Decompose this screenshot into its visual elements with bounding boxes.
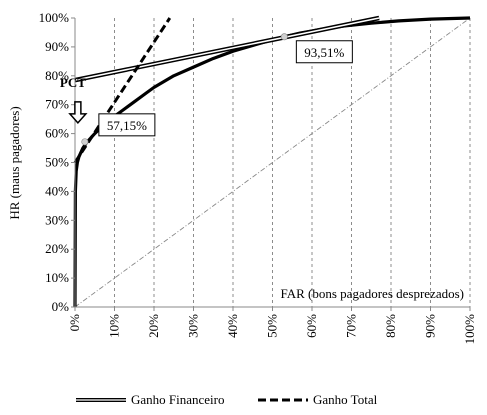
axes — [71, 17, 471, 311]
pcf-value-label: 93,51% — [304, 45, 344, 60]
x-tick-label: 20% — [146, 314, 161, 338]
legend-item-ganho-total: Ganho Total — [258, 392, 378, 407]
y-tick-label: 80% — [45, 68, 69, 83]
pct-value-label: 57,15% — [107, 118, 147, 133]
x-tick-label: 40% — [225, 314, 240, 338]
pct-label: PCT — [60, 75, 86, 90]
legend: Ganho Financeiro Ganho Total — [76, 392, 378, 407]
legend-label-ganho-financeiro: Ganho Financeiro — [131, 392, 225, 407]
x-axis-label: FAR (bons pagadores desprezados) — [280, 286, 464, 301]
x-tick-label: 0% — [67, 314, 82, 332]
x-tick-label: 70% — [344, 314, 359, 338]
y-tick-label: 40% — [45, 183, 69, 198]
pcf-point — [280, 33, 288, 41]
y-tick-label: 90% — [45, 39, 69, 54]
x-tick-labels: 0% 10% 20% 30% 40% 50% 60% 70% 80% 90% 100% — [67, 314, 477, 345]
x-tick-label: 80% — [383, 314, 398, 338]
pcf-value-box — [295, 40, 353, 64]
legend-label-ganho-total: Ganho Total — [313, 392, 378, 407]
x-tick-label: 90% — [423, 314, 438, 338]
y-tick-label: 10% — [45, 270, 69, 285]
y-tick-label: 60% — [45, 126, 69, 141]
y-tick-label: 20% — [45, 241, 69, 256]
y-tick-label: 50% — [45, 155, 69, 170]
pct-arrow — [68, 101, 88, 124]
diagonal-reference-line — [74, 17, 471, 308]
legend-item-ganho-financeiro: Ganho Financeiro — [76, 392, 225, 407]
y-tick-label: 70% — [45, 97, 69, 112]
pct-value-box — [98, 113, 156, 137]
y-tick-labels: 0% 10% 20% 30% 40% 50% 60% 70% 80% 90% 100% — [39, 10, 70, 314]
diagonal-line — [74, 17, 471, 308]
x-tick-label: 60% — [304, 314, 319, 338]
y-tick-label: 100% — [39, 10, 70, 25]
pct-point — [81, 138, 89, 146]
x-tick-label: 30% — [186, 314, 201, 338]
x-tick-label: 50% — [265, 314, 280, 338]
y-tick-label: 0% — [52, 299, 70, 314]
x-tick-label: 10% — [107, 314, 122, 338]
series-ganho-financeiro-line-inner — [74, 17, 380, 81]
x-tick-label: 100% — [462, 314, 477, 345]
series-ganho-total-line — [73, 17, 172, 164]
y-tick-label: 30% — [45, 212, 69, 227]
y-axis-label: HR (maus pagadores) — [7, 106, 22, 219]
series-lines — [73, 15, 471, 308]
